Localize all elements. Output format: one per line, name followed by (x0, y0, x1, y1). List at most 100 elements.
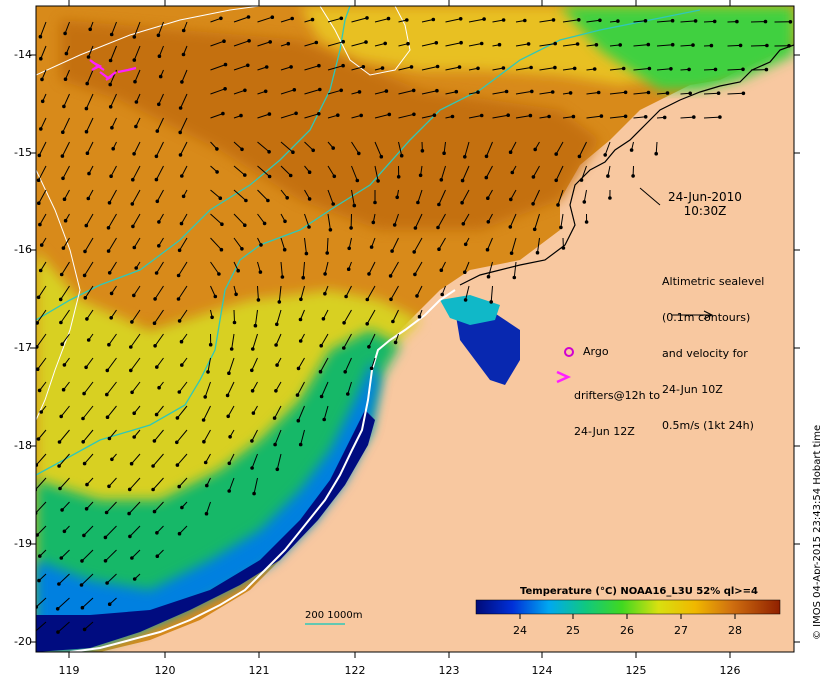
velocity-arrow (468, 18, 485, 23)
velocity-arrow-head (551, 18, 556, 22)
velocity-arrow-head (317, 63, 321, 68)
velocity-arrow-head (559, 225, 563, 230)
velocity-arrow (84, 621, 94, 630)
velocity-arrow (398, 113, 415, 119)
velocity-arrow-head (577, 18, 581, 22)
velocity-arrow (633, 116, 646, 119)
velocity-arrow-head (479, 113, 484, 118)
velocity-arrow-head (153, 344, 157, 348)
velocity-arrow-head (665, 91, 670, 95)
velocity-arrow-head (346, 392, 350, 396)
velocity-arrow (156, 357, 164, 368)
velocity-arrow (326, 237, 329, 254)
velocity-arrow (297, 381, 305, 396)
velocity-arrow (210, 64, 226, 71)
velocity-arrow-head (693, 19, 698, 23)
velocity-arrow (351, 165, 358, 181)
velocity-arrow (108, 213, 117, 229)
velocity-arrow-head (409, 65, 414, 69)
velocity-arrow-head (489, 300, 494, 304)
velocity-arrow-head (391, 319, 395, 324)
velocity-arrow (154, 333, 164, 347)
velocity-arrow-head (154, 154, 159, 159)
velocity-arrow (562, 43, 578, 47)
velocity-arrow (233, 40, 250, 47)
lon-label: 126 (719, 664, 741, 677)
velocity-arrow-head (369, 245, 374, 249)
velocity-arrow (490, 285, 493, 302)
velocity-arrow-head (344, 294, 348, 299)
velocity-arrow (83, 525, 94, 536)
velocity-arrow-head (61, 130, 65, 134)
velocity-arrow-head (361, 65, 366, 69)
velocity-arrow-head (244, 198, 248, 203)
velocity-arrow-head (154, 412, 159, 417)
velocity-arrow-head (205, 483, 209, 488)
velocity-arrow (130, 333, 141, 348)
velocity-arrow (703, 68, 716, 71)
velocity-arrow-head (349, 226, 353, 230)
velocity-arrow (38, 285, 47, 298)
velocity-arrow (38, 429, 47, 440)
velocity-arrow (327, 213, 331, 230)
velocity-arrow (539, 43, 556, 47)
velocity-arrow (462, 213, 470, 225)
velocity-arrow (532, 165, 540, 178)
velocity-arrow-head (83, 296, 88, 300)
velocity-arrow (368, 333, 376, 348)
velocity-arrow (181, 69, 188, 83)
velocity-arrow-head (331, 146, 336, 150)
velocity-arrow (107, 405, 117, 418)
velocity-arrow-head (81, 440, 85, 444)
velocity-arrow-head (357, 151, 361, 156)
sea-surface-temperature-field (36, 6, 794, 652)
velocity-arrow-head (60, 342, 65, 347)
velocity-arrow-head (669, 67, 673, 71)
velocity-arrow (251, 357, 258, 371)
velocity-arrow-head (463, 270, 467, 275)
velocity-arrow-head (461, 222, 466, 226)
velocity-arrow-head (342, 321, 346, 325)
ocean-hot-core (60, 20, 600, 230)
velocity-arrow (327, 65, 344, 71)
velocity-arrow-head (691, 43, 695, 47)
velocity-arrow-head (259, 243, 263, 247)
velocity-arrow (555, 141, 564, 155)
velocity-arrow (537, 237, 540, 253)
velocity-arrow-head (307, 197, 312, 201)
velocity-arrow-head (718, 115, 722, 119)
velocity-arrow-head (346, 267, 351, 272)
velocity-arrow (257, 113, 270, 119)
velocity-arrow (539, 91, 553, 95)
velocity-arrow-head (103, 559, 108, 563)
velocity-arrow (109, 189, 117, 204)
velocity-arrow-head (267, 174, 272, 179)
colorbar (475, 599, 781, 615)
velocity-arrow (59, 429, 70, 443)
velocity-arrow-head (603, 153, 608, 157)
velocity-arrow (132, 165, 141, 180)
velocity-arrow (108, 477, 117, 487)
velocity-arrow-head (108, 105, 113, 109)
velocity-arrow (108, 237, 117, 252)
velocity-arrow (304, 42, 317, 47)
velocity-arrow-head (608, 196, 612, 200)
velocity-arrow-head (240, 247, 244, 251)
velocity-arrow-head (288, 173, 293, 178)
velocity-arrow-head (84, 129, 89, 134)
velocity-arrow-head (280, 275, 285, 279)
velocity-arrow-head (36, 437, 41, 441)
velocity-arrow (62, 165, 70, 179)
velocity-arrow-head (299, 297, 303, 302)
velocity-arrow-head (79, 583, 84, 587)
velocity-arrow-head (181, 52, 186, 57)
velocity-arrow (609, 115, 626, 119)
velocity-arrow (82, 429, 94, 443)
velocity-arrow-head (396, 175, 401, 179)
lat-label: -19 (14, 537, 32, 550)
velocity-arrow-head (85, 482, 89, 487)
velocity-arrow-head (82, 627, 87, 632)
velocity-arrow-head (152, 509, 157, 514)
velocity-arrow (231, 333, 235, 350)
velocity-arrow-head (592, 67, 597, 71)
